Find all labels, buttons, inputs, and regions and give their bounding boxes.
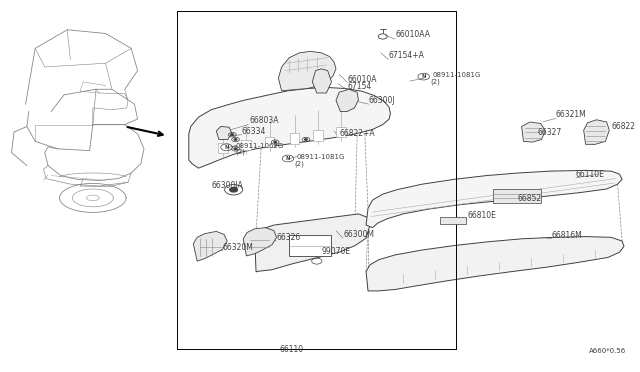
Polygon shape bbox=[193, 231, 227, 261]
Text: 66110: 66110 bbox=[279, 345, 303, 354]
Polygon shape bbox=[189, 87, 390, 168]
Bar bbox=[289, 235, 331, 256]
Text: 66300JA: 66300JA bbox=[211, 181, 243, 190]
Text: 66822+A: 66822+A bbox=[339, 129, 375, 138]
Text: 66010AA: 66010AA bbox=[396, 30, 431, 39]
Text: 66326: 66326 bbox=[276, 233, 301, 242]
Text: A660*0.56: A660*0.56 bbox=[589, 348, 626, 354]
Text: N: N bbox=[421, 74, 426, 79]
Text: 08911-1062G: 08911-1062G bbox=[236, 143, 284, 149]
Polygon shape bbox=[584, 120, 609, 144]
Circle shape bbox=[231, 134, 234, 135]
Circle shape bbox=[305, 139, 307, 140]
Polygon shape bbox=[366, 237, 624, 291]
Text: 66334: 66334 bbox=[242, 127, 266, 136]
Text: 66816M: 66816M bbox=[552, 231, 582, 240]
Bar bbox=[336, 127, 346, 137]
Polygon shape bbox=[336, 89, 358, 112]
Text: 66010A: 66010A bbox=[348, 75, 377, 84]
Text: 08911-1081G: 08911-1081G bbox=[297, 154, 346, 160]
Bar bbox=[290, 133, 300, 144]
Circle shape bbox=[234, 148, 237, 150]
Text: 66822: 66822 bbox=[611, 122, 635, 131]
Circle shape bbox=[274, 141, 276, 143]
Text: 66810E: 66810E bbox=[467, 211, 496, 220]
Polygon shape bbox=[522, 122, 545, 142]
Circle shape bbox=[234, 139, 237, 140]
Text: 66300J: 66300J bbox=[369, 96, 396, 105]
Bar bbox=[241, 140, 251, 150]
Polygon shape bbox=[216, 126, 232, 140]
Text: 66110E: 66110E bbox=[576, 170, 605, 179]
Polygon shape bbox=[312, 69, 332, 93]
Text: 99070E: 99070E bbox=[321, 247, 351, 256]
Text: 66803A: 66803A bbox=[250, 116, 279, 125]
Text: 66327: 66327 bbox=[538, 128, 562, 137]
Text: 66852: 66852 bbox=[517, 194, 541, 203]
Text: (2): (2) bbox=[430, 78, 440, 85]
Text: 67154+A: 67154+A bbox=[388, 51, 424, 60]
Polygon shape bbox=[278, 51, 336, 91]
Text: N: N bbox=[285, 156, 291, 161]
Bar bbox=[440, 217, 466, 224]
Text: 08911-1081G: 08911-1081G bbox=[433, 72, 481, 78]
Polygon shape bbox=[366, 170, 622, 228]
Polygon shape bbox=[255, 214, 370, 272]
Circle shape bbox=[230, 187, 237, 192]
Text: 66321M: 66321M bbox=[556, 110, 586, 119]
Polygon shape bbox=[243, 228, 276, 256]
Text: 66320M: 66320M bbox=[223, 243, 253, 252]
Text: N: N bbox=[224, 145, 229, 150]
Text: 67154: 67154 bbox=[348, 82, 372, 91]
Text: (2): (2) bbox=[294, 160, 304, 167]
Bar bbox=[218, 143, 228, 153]
Text: (2): (2) bbox=[236, 149, 245, 155]
Text: 66300M: 66300M bbox=[343, 230, 374, 239]
Bar bbox=[264, 137, 274, 147]
Bar bbox=[313, 130, 323, 141]
Bar bbox=[493, 189, 541, 203]
